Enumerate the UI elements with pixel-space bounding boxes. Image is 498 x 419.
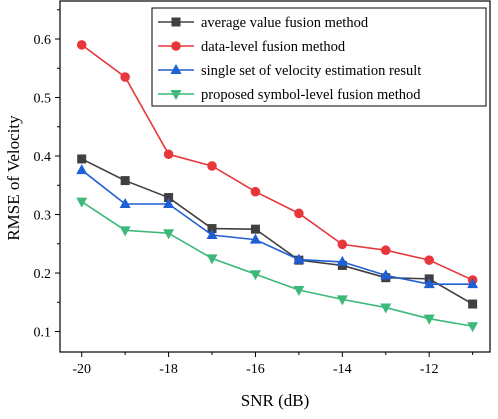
legend-item-2: data-level fusion method <box>158 39 346 55</box>
series-line <box>81 44 473 281</box>
data-point <box>163 197 175 208</box>
data-point <box>380 303 392 314</box>
data-point <box>336 295 348 306</box>
data-point <box>423 314 435 325</box>
data-point <box>250 224 260 234</box>
data-point <box>249 233 261 244</box>
data-point <box>423 278 435 289</box>
legend-marker <box>170 90 182 100</box>
data-point <box>207 161 217 171</box>
data-point <box>294 208 304 219</box>
x-tick-label: -12 <box>420 362 439 377</box>
data-point <box>207 224 217 234</box>
data-point <box>163 149 174 160</box>
data-point <box>163 229 175 240</box>
data-point <box>467 278 479 289</box>
data-point <box>206 254 218 265</box>
data-point <box>337 239 348 250</box>
legend-marker <box>171 17 181 27</box>
y-tick-label: 0.3 <box>34 209 52 224</box>
x-tick-label: -14 <box>333 362 352 377</box>
data-point <box>119 197 131 208</box>
data-point <box>293 285 305 296</box>
data-point <box>250 186 261 197</box>
series-3 <box>76 164 479 289</box>
legend-label: single set of velocity estimation result <box>201 63 421 79</box>
data-point <box>164 193 174 203</box>
data-point <box>77 154 87 164</box>
series-2 <box>76 40 478 285</box>
legend: average value fusion method data-level fu… <box>151 7 487 107</box>
x-tick-label: -20 <box>72 362 91 377</box>
legend-label: average value fusion method <box>201 15 369 31</box>
data-point <box>76 164 88 175</box>
plot-frame <box>59 0 491 353</box>
data-point <box>120 176 130 186</box>
tick-layer: -20 -18 -16 -14 -12 0.1 0.2 0.3 0.4 0.5 0.6 <box>34 9 474 377</box>
y-tick-label: 0.4 <box>34 150 52 165</box>
data-point <box>468 299 478 309</box>
data-point <box>467 322 479 333</box>
data-point <box>76 40 87 50</box>
x-tick-label: -18 <box>159 362 178 377</box>
series-line <box>81 200 473 328</box>
data-point <box>293 253 305 264</box>
data-point <box>424 255 434 265</box>
legend-marker <box>170 64 182 74</box>
data-point <box>249 270 261 281</box>
series-layer <box>76 40 479 333</box>
legend-item-1: average value fusion method <box>158 15 369 31</box>
data-point <box>76 197 88 208</box>
series-4 <box>76 197 479 333</box>
y-tick-label: 0.2 <box>34 267 52 282</box>
data-point <box>119 226 131 237</box>
legend-item-3: single set of velocity estimation result <box>158 63 421 79</box>
y-axis-label: RMSE of Velocity <box>4 115 23 241</box>
legend-label: data-level fusion method <box>201 39 346 55</box>
y-tick-label: 0.6 <box>34 33 52 48</box>
legend-box <box>151 7 487 107</box>
series-line <box>81 169 473 285</box>
data-point <box>206 229 218 239</box>
data-point <box>336 255 348 266</box>
legend-label: proposed symbol-level fusion method <box>201 87 421 103</box>
series-line <box>81 158 474 305</box>
data-point <box>380 269 392 280</box>
x-tick-label: -16 <box>246 362 265 377</box>
legend-item-4: proposed symbol-level fusion method <box>158 87 421 103</box>
y-tick-label: 0.1 <box>34 326 52 341</box>
x-axis-label: SNR (dB) <box>241 391 309 410</box>
data-point <box>120 72 130 82</box>
legend-marker <box>171 41 181 51</box>
data-point <box>380 245 391 256</box>
y-tick-label: 0.5 <box>34 92 52 107</box>
